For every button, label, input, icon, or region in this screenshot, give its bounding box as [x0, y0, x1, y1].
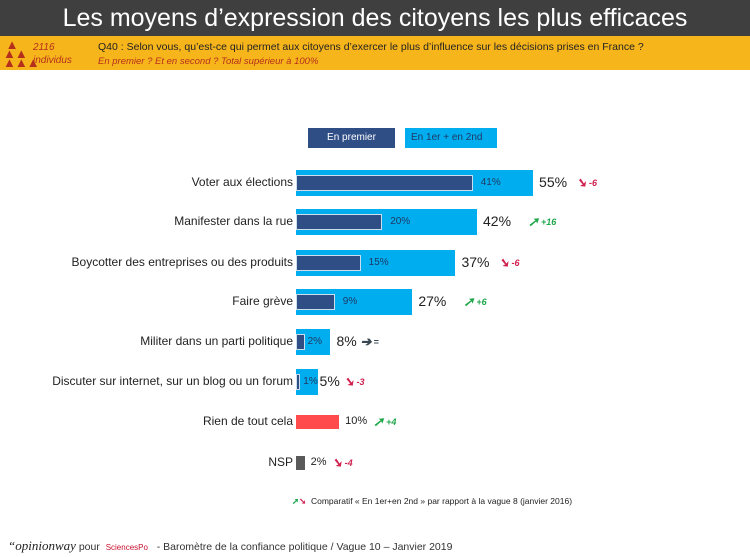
question-text: Q40 : Selon vous, qu’est-ce qui permet a… — [98, 41, 644, 53]
legend-en-1er-2nd: En 1er + en 2nd — [405, 128, 497, 148]
bar-first — [296, 294, 335, 310]
evolution-note: ➚➘ Comparatif « En 1er+en 2nd » par rapp… — [292, 496, 572, 507]
evolution-value: -3 — [356, 377, 365, 387]
category-label: NSP — [268, 455, 293, 469]
evolution-value: +6 — [476, 297, 487, 307]
category-label: Discuter sur internet, sur un blog ou un… — [52, 374, 293, 388]
up-arrow-icon: ➚ — [292, 496, 300, 506]
evolution-value: -4 — [344, 458, 353, 468]
category-label: Voter aux élections — [191, 175, 293, 189]
down-arrow-icon: ➘ — [498, 255, 510, 270]
question-band — [0, 36, 750, 70]
label-first: 41% — [480, 177, 501, 188]
evolution-value: +16 — [541, 217, 557, 227]
down-arrow-icon: ➘ — [343, 374, 355, 389]
sample-label: individus — [33, 55, 72, 66]
category-label: Militer dans un parti politique — [140, 334, 293, 348]
up-arrow-icon: ➚ — [463, 294, 475, 309]
opinionway-logo: “opinionway — [8, 538, 76, 553]
question-subtext: En premier ? Et en second ? Total supéri… — [98, 56, 319, 67]
note-text: Comparatif « En 1er+en 2nd » par rapport… — [310, 496, 573, 506]
footer-text: - Baromètre de la confiance politique / … — [156, 541, 453, 553]
legend-en-premier: En premier — [308, 128, 395, 148]
bar-first — [296, 214, 383, 230]
page-title: Les moyens d’expression des citoyens les… — [0, 0, 750, 36]
sample-size: 2116 individus — [33, 41, 72, 67]
label-total: 10% — [345, 415, 368, 427]
label-total: 55% — [539, 174, 568, 190]
label-total: 8% — [336, 333, 357, 349]
evolution-value: +4 — [386, 417, 397, 427]
label-first: 15% — [368, 257, 389, 268]
bar-first — [296, 175, 473, 191]
bar-total — [296, 369, 318, 395]
bar-total — [296, 415, 340, 429]
up-arrow-icon: ➚ — [528, 214, 539, 229]
bar-total — [296, 456, 305, 470]
sciencespo-logo: SciencesPo — [105, 543, 148, 552]
bar-first — [296, 255, 361, 271]
footer: “opinionway pour SciencesPo - Baromètre … — [8, 538, 452, 554]
category-label: Faire grève — [232, 294, 293, 308]
category-label: Manifester dans la rue — [174, 214, 293, 228]
evolution-value: -6 — [589, 178, 598, 188]
evolution-value: = — [373, 337, 379, 347]
right-arrow-icon: ➔ — [360, 334, 372, 349]
sample-count: 2116 — [33, 42, 55, 53]
label-total: 27% — [418, 293, 447, 309]
label-first: 20% — [390, 216, 411, 227]
category-label: Rien de tout cela — [202, 414, 293, 428]
label-total: 5% — [319, 373, 340, 389]
up-arrow-icon: ➚ — [373, 414, 384, 429]
label-total: 42% — [483, 213, 512, 229]
bar-first — [296, 374, 301, 390]
evolution-value: -6 — [511, 258, 520, 268]
bar-first — [296, 334, 305, 350]
label-first: 1% — [303, 376, 318, 387]
label-first: 9% — [342, 296, 358, 307]
label-first: 2% — [307, 336, 323, 347]
down-arrow-icon: ➘ — [576, 175, 587, 190]
label-total: 2% — [310, 456, 327, 468]
people-icon: ▲ ▲▲ ▲▲▲ — [3, 37, 40, 70]
label-total: 37% — [461, 254, 490, 270]
down-arrow-icon: ➘ — [331, 455, 343, 470]
category-label: Boycotter des entreprises ou des produit… — [71, 255, 293, 269]
down-arrow-icon: ➘ — [299, 496, 307, 506]
footer-pour: pour — [78, 541, 100, 553]
